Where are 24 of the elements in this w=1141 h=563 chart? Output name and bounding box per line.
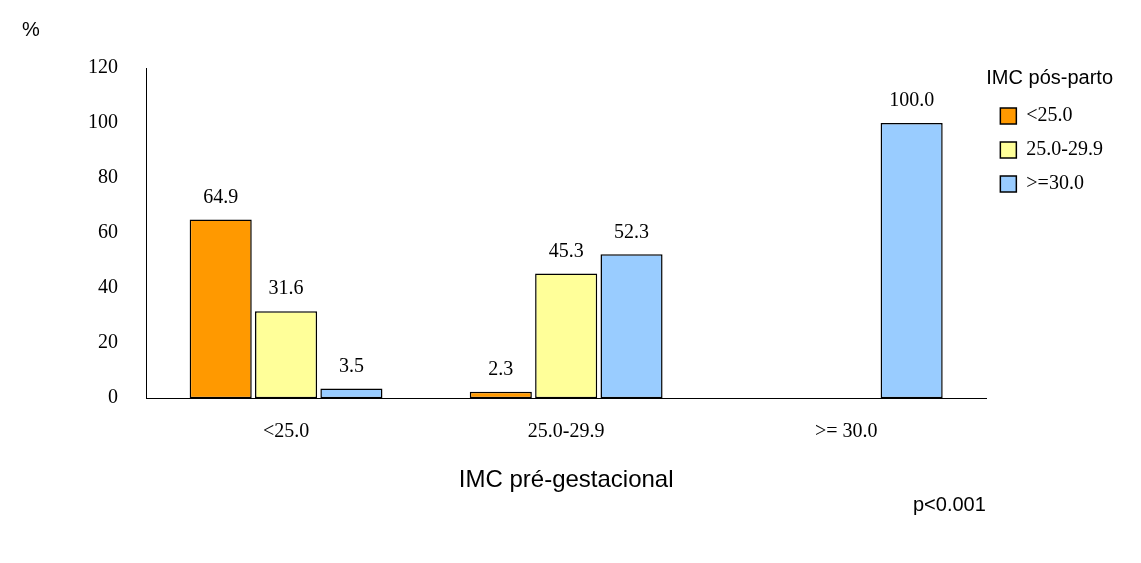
x-tick-label: <25.0: [262, 419, 310, 442]
y-tick-label: 80: [98, 165, 118, 188]
data-label: 100.0: [889, 88, 935, 111]
legend-title: IMC pós-parto: [986, 65, 1114, 88]
data-label: 45.3: [548, 238, 584, 261]
legend-label: 25.0-29.9: [1026, 137, 1104, 160]
data-label: 64.9: [203, 184, 239, 207]
y-tick-label: 60: [98, 220, 118, 243]
data-label: 52.3: [614, 219, 650, 242]
x-tick-label: 25.0-29.9: [527, 419, 605, 442]
y-tick-label: 0: [108, 385, 118, 408]
data-label: 2.3: [488, 357, 514, 380]
data-label: 31.6: [268, 276, 304, 299]
legend-label: >=30.0: [1026, 171, 1084, 194]
x-tick-label: >= 30.0: [815, 419, 878, 442]
y-tick-label: 120: [88, 55, 118, 78]
y-tick-label: 20: [98, 330, 118, 353]
y-axis-title: %: [22, 17, 41, 40]
y-tick-label: 40: [98, 275, 118, 298]
y-tick-label: 100: [88, 110, 118, 133]
data-label: 3.5: [338, 353, 364, 376]
x-axis-title: IMC pré-gestacional: [458, 465, 674, 493]
legend-label: <25.0: [1026, 103, 1073, 126]
text: p<0.001: [913, 492, 986, 515]
